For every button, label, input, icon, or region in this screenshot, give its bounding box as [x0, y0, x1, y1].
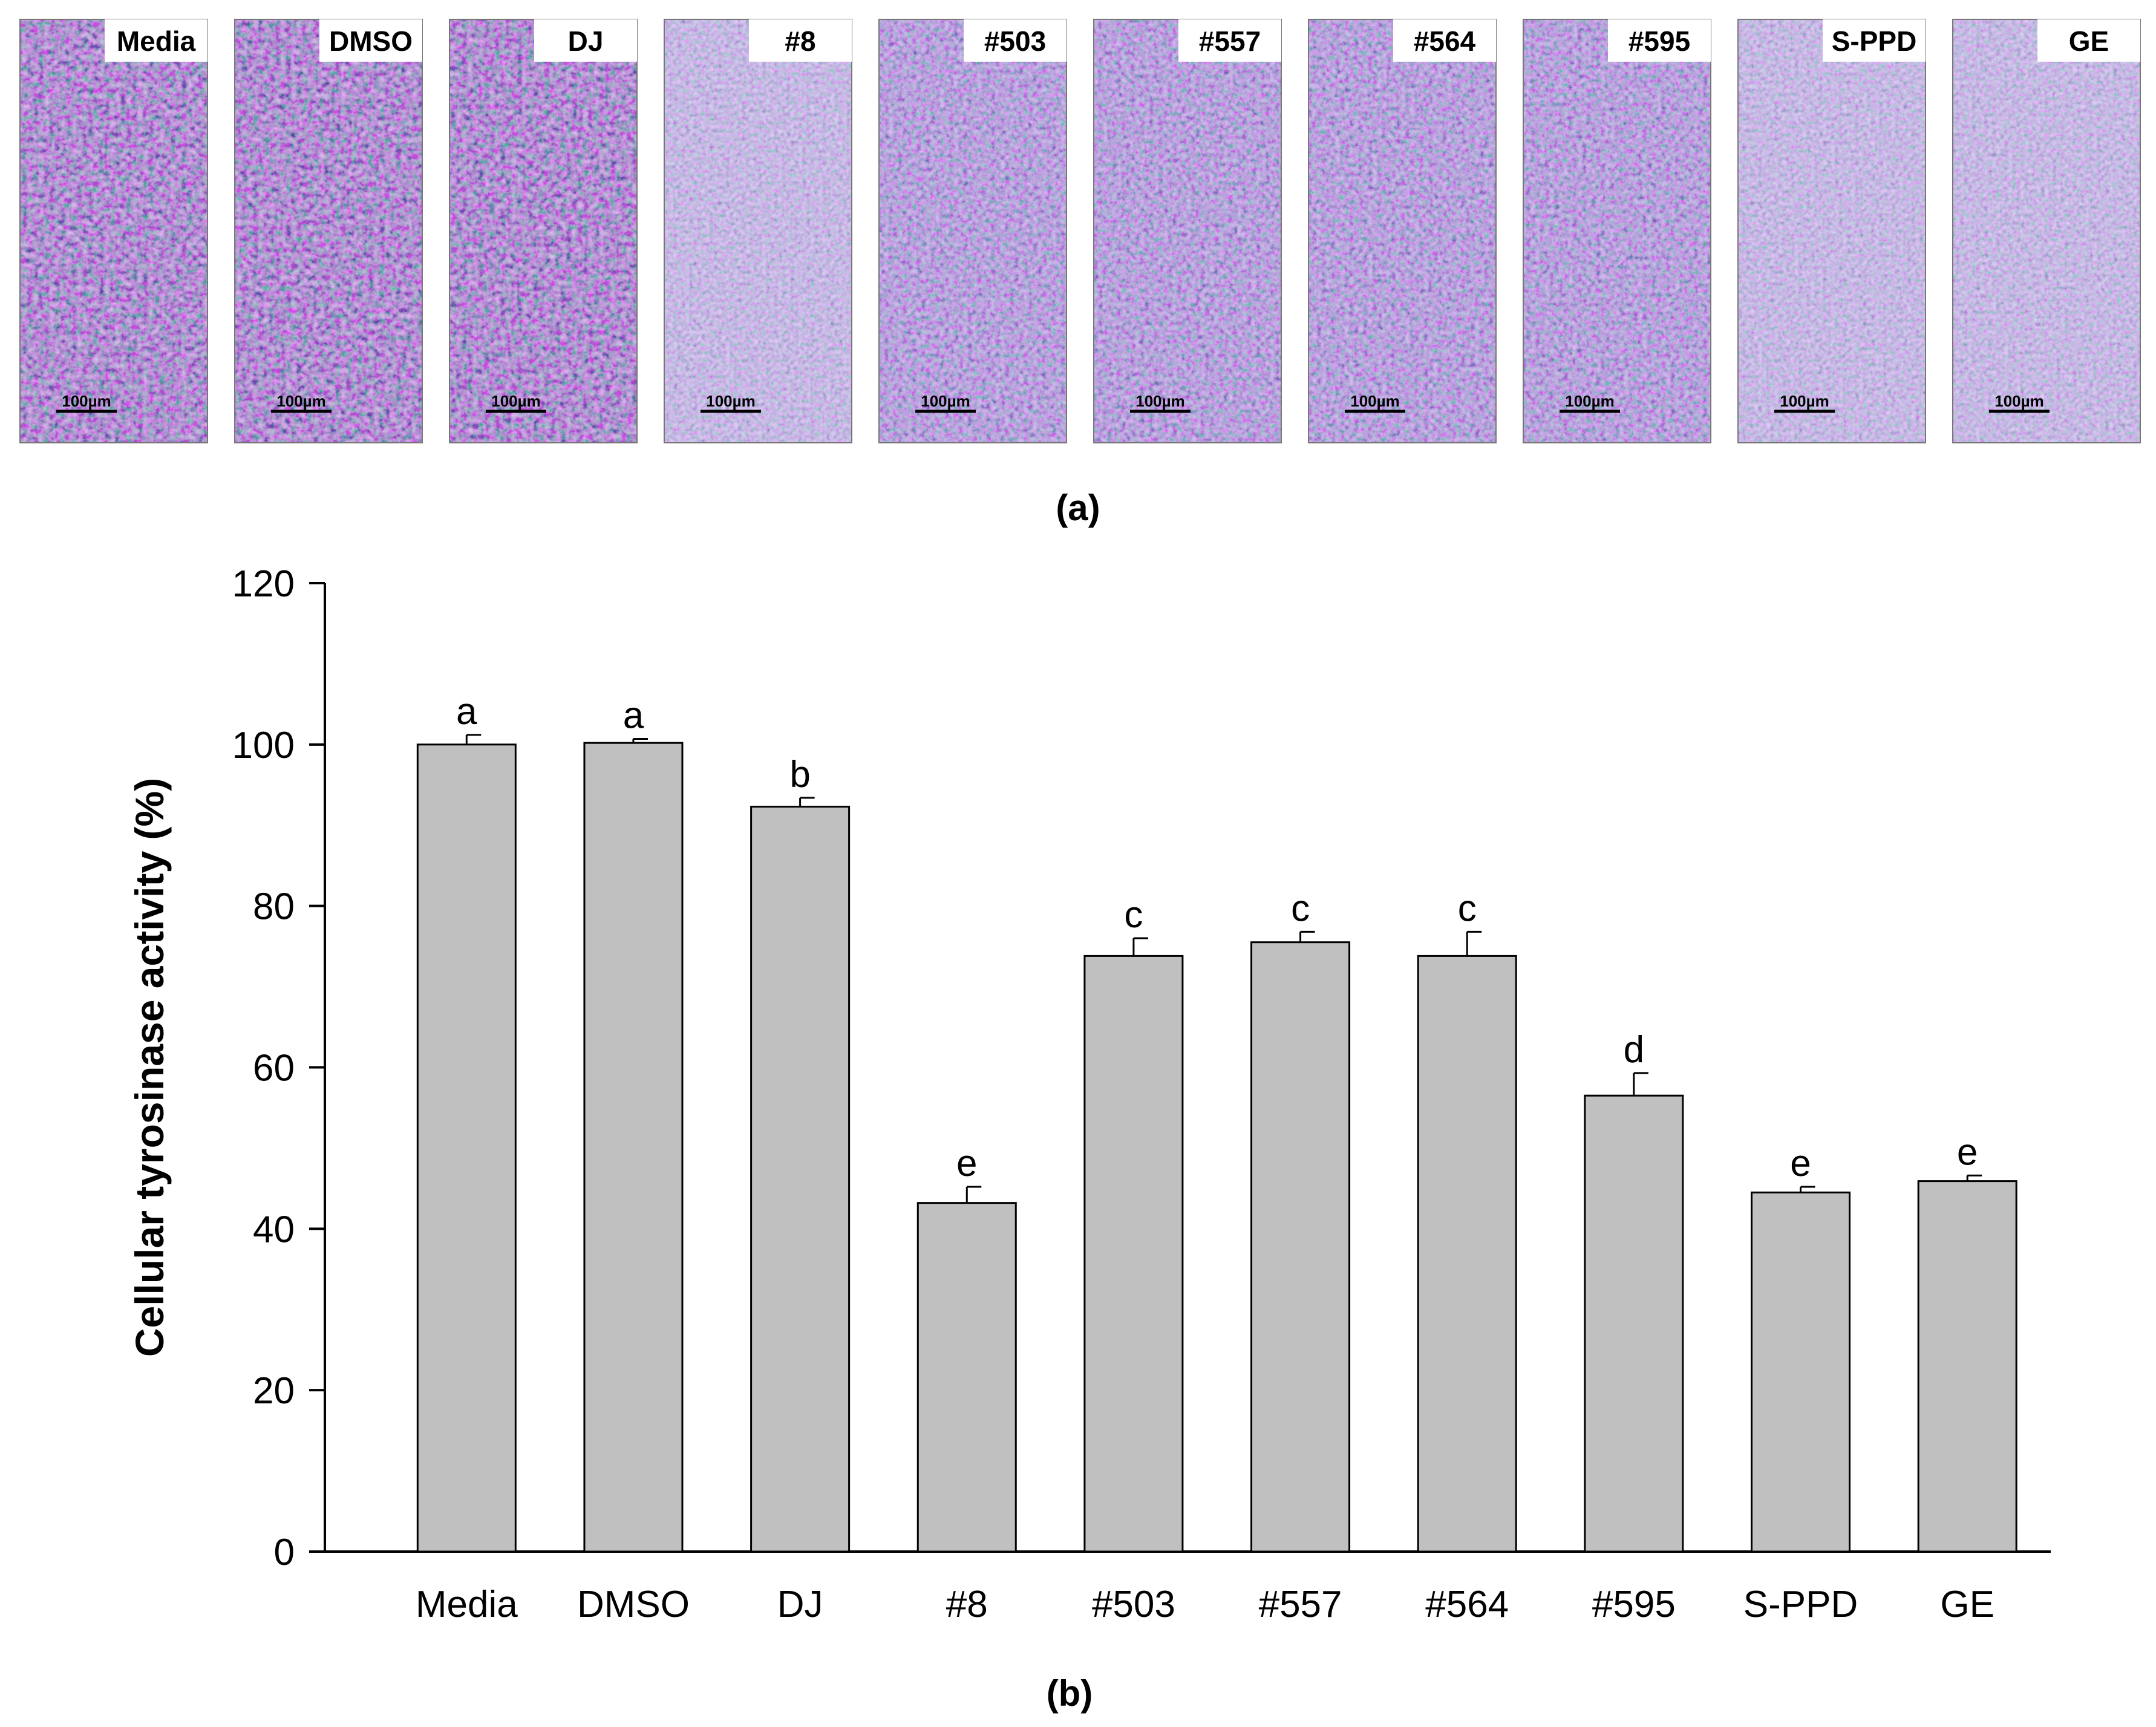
y-tick-label: 20 — [253, 1370, 295, 1412]
micrograph-row: Media 100µm DMSO 100µm DJ 100µm #8 100µm #503 100… — [19, 19, 2141, 443]
micrograph: GE 100µm — [1952, 19, 2141, 443]
micrograph-texture — [20, 19, 207, 443]
micrograph-texture — [1953, 19, 2140, 443]
micrograph-texture — [1094, 19, 1281, 443]
bar — [1417, 955, 1517, 1553]
tyrosinase-bar-chart: 0 20 40 60 80 100 120 Cellular tyrosinase activ… — [127, 563, 2051, 1625]
micrograph-texture — [879, 19, 1067, 443]
scale-bar-label: 100µm — [1994, 392, 2043, 410]
micrograph: #564 100µm — [1308, 19, 1497, 443]
micrograph-label-box — [1823, 19, 1926, 62]
significance-letter: e — [1790, 1143, 1811, 1184]
significance-letter: c — [1291, 887, 1310, 929]
x-tick-label: #557 — [1259, 1584, 1342, 1625]
significance-letter: b — [789, 754, 810, 795]
micrograph: #8 100µm — [664, 19, 852, 443]
micrograph-texture — [235, 19, 422, 443]
micrograph-label-box — [2037, 19, 2140, 62]
x-tick-label: Media — [416, 1584, 518, 1625]
micrograph-label: DMSO — [329, 25, 413, 57]
y-tick-label: 100 — [232, 725, 295, 766]
micrograph-label: GE — [2069, 25, 2109, 57]
scale-bar-label: 100µm — [1350, 392, 1399, 410]
scale-bar-label: 100µm — [1135, 392, 1184, 410]
micrograph: S-PPD 100µm — [1737, 19, 1926, 443]
micrograph-label: Media — [117, 25, 196, 57]
micrograph-label: #595 — [1628, 25, 1690, 57]
micrograph: #595 100µm — [1523, 19, 1711, 443]
x-tick-label: #8 — [946, 1584, 988, 1625]
x-tick-label: #564 — [1425, 1584, 1509, 1625]
micrograph-texture — [1738, 19, 1926, 443]
y-tick-label: 120 — [232, 563, 295, 605]
micrograph: DJ 100µm — [449, 19, 638, 443]
bar — [750, 806, 851, 1553]
scale-bar-label: 100µm — [491, 392, 540, 410]
x-tick-label: DMSO — [577, 1584, 690, 1625]
y-tick-label: 60 — [253, 1048, 295, 1089]
bar — [1083, 955, 1184, 1553]
x-tick-label: GE — [1940, 1584, 1994, 1625]
micrograph-label: DJ — [568, 25, 604, 57]
scale-bar-label: 100µm — [276, 392, 325, 410]
x-tick-label: #595 — [1592, 1584, 1676, 1625]
significance-letter: e — [956, 1143, 977, 1184]
micrograph-label: #503 — [984, 25, 1046, 57]
y-tick-label: 0 — [274, 1532, 295, 1573]
x-tick-label: DJ — [777, 1584, 823, 1625]
bar — [1917, 1180, 2017, 1553]
micrograph-label: #564 — [1414, 25, 1476, 57]
x-tick-label: #503 — [1092, 1584, 1175, 1625]
micrograph: #557 100µm — [1093, 19, 1282, 443]
micrograph-label-box — [1608, 19, 1711, 62]
bar — [1250, 941, 1351, 1553]
bar — [416, 743, 517, 1553]
panel-a-label: (a) — [1056, 488, 1100, 528]
micrograph-label: S-PPD — [1832, 25, 1917, 57]
micrograph-label-box — [105, 19, 207, 62]
bar — [583, 742, 684, 1553]
micrograph-label-box — [1393, 19, 1496, 62]
significance-letter: a — [623, 694, 644, 736]
micrograph-label-box — [964, 19, 1067, 62]
micrograph-label-box — [534, 19, 637, 62]
micrograph: DMSO 100µm — [234, 19, 423, 443]
y-tick-label: 80 — [253, 886, 295, 928]
panel-b-label: (b) — [1047, 1673, 1093, 1714]
x-tick-label: S-PPD — [1743, 1584, 1858, 1625]
y-axis-title: Cellular tyrosinase activity (%) — [127, 778, 172, 1357]
significance-letter: e — [1957, 1131, 1978, 1173]
scale-bar-label: 100µm — [1780, 392, 1829, 410]
significance-letter: a — [456, 691, 477, 733]
micrograph: #503 100µm — [878, 19, 1067, 443]
micrograph-texture — [449, 19, 637, 443]
micrograph: Media 100µm — [19, 19, 208, 443]
scale-bar-label: 100µm — [1565, 392, 1614, 410]
significance-letter: c — [1124, 894, 1143, 936]
bar — [916, 1202, 1017, 1553]
micrograph-label-box — [749, 19, 852, 62]
micrograph-label-box — [319, 19, 422, 62]
micrograph-label: #8 — [785, 25, 815, 57]
scale-bar-label: 100µm — [921, 392, 970, 410]
y-tick-label: 40 — [253, 1209, 295, 1250]
micrograph-label-box — [1178, 19, 1281, 62]
significance-letter: d — [1624, 1029, 1644, 1071]
micrograph-texture — [664, 19, 852, 443]
micrograph-texture — [1523, 19, 1711, 443]
scale-bar-label: 100µm — [62, 392, 111, 410]
micrograph-texture — [1308, 19, 1496, 443]
micrograph-label: #557 — [1199, 25, 1261, 57]
bar — [1751, 1191, 1851, 1553]
significance-letter: c — [1458, 887, 1477, 929]
bar — [1584, 1094, 1684, 1553]
scale-bar-label: 100µm — [706, 392, 755, 410]
